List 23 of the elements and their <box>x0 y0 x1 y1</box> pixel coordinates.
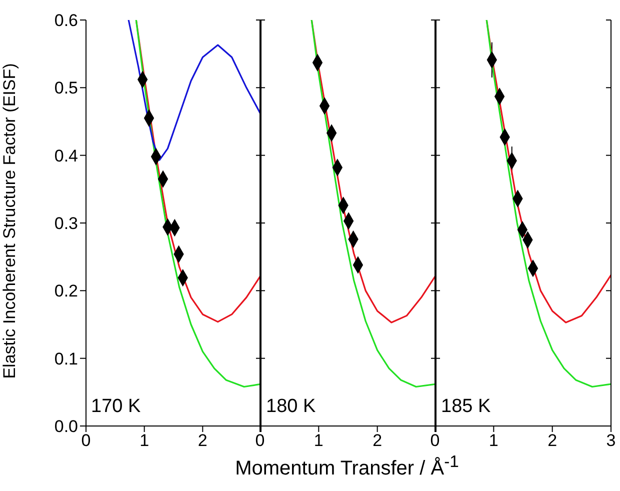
annotation: 180 K <box>266 396 316 418</box>
y-tick-label: 0.5 <box>54 78 78 98</box>
annotation: 170 K <box>91 396 141 418</box>
x-tick-label: 0 <box>255 431 265 450</box>
y-tick-label: 0.3 <box>54 214 78 234</box>
y-axis-title: Elastic Incoherent Structure Factor (EISF) <box>0 62 20 381</box>
x-tick-label: 2 <box>548 431 558 450</box>
y-tick-label: 0.4 <box>54 146 78 166</box>
annotation: 185 K <box>441 396 491 418</box>
y-tick-label: 0.1 <box>54 349 78 368</box>
x-tick-label: 2 <box>198 431 208 450</box>
y-tick-label: 0.2 <box>54 282 78 301</box>
line-series <box>135 20 261 388</box>
y-tick-label: 0.6 <box>54 11 78 30</box>
x-tick-label: 2 <box>372 431 382 450</box>
x-tick-label: 1 <box>140 431 150 450</box>
x-tick-label: 3 <box>606 431 616 450</box>
x-tick-label: 1 <box>314 431 324 450</box>
y-tick-label: 0.0 <box>54 417 78 436</box>
x-axis-title: Momentum Transfer / Å$^{-1}$ <box>234 452 460 481</box>
x-tick-label: 0 <box>81 431 91 450</box>
x-tick-label: 1 <box>488 431 498 450</box>
x-tick-label: 0 <box>430 431 440 450</box>
